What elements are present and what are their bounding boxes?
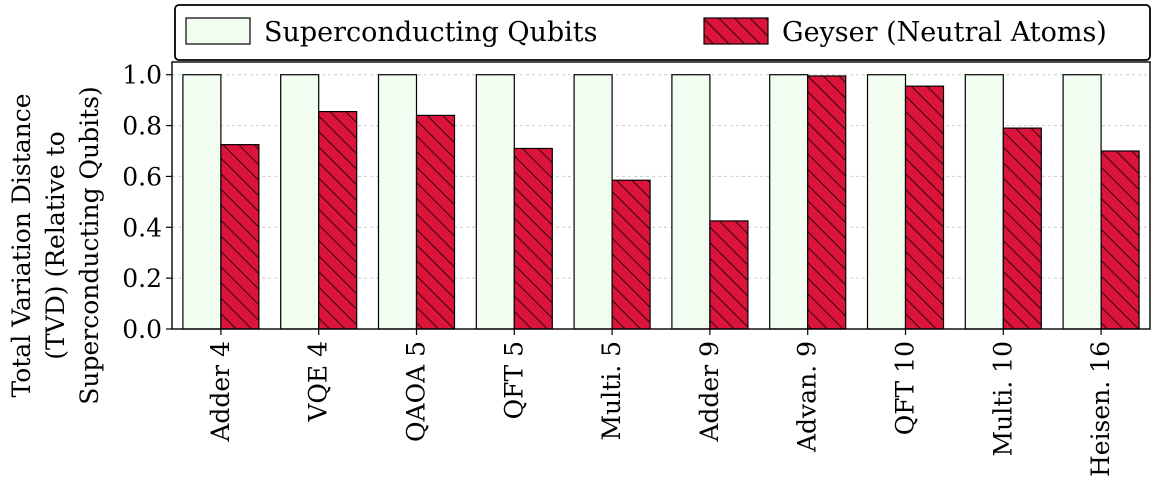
plot-frame bbox=[171, 61, 1151, 330]
bar-superconducting-8 bbox=[964, 74, 1004, 330]
y-axis-label: Superconducting Qubits) bbox=[75, 86, 104, 405]
bar-superconducting-3 bbox=[475, 74, 515, 330]
legend-label-1: Geyser (Neutral Atoms) bbox=[782, 17, 1107, 48]
y-tick-label: 0.8 bbox=[122, 112, 162, 141]
bar-geyser-1 bbox=[318, 110, 358, 330]
x-tick-label: QFT 5 bbox=[499, 341, 528, 419]
bar-superconducting-5 bbox=[671, 74, 711, 330]
y-tick-label: 0.2 bbox=[122, 264, 162, 293]
bar-geyser-8 bbox=[1002, 127, 1042, 330]
bar-geyser-3 bbox=[513, 147, 553, 330]
bar-geyser-4 bbox=[611, 179, 651, 330]
legend-label-0: Superconducting Qubits bbox=[264, 17, 598, 48]
bar-superconducting-4 bbox=[573, 74, 613, 330]
y-tick-label: 1.0 bbox=[122, 61, 162, 90]
y-tick-label: 0.6 bbox=[122, 162, 162, 191]
legend-swatch-0 bbox=[185, 17, 251, 45]
x-tick-label: QAOA 5 bbox=[402, 341, 431, 442]
x-tick-label: Multi. 5 bbox=[597, 341, 626, 441]
bar-superconducting-2 bbox=[377, 74, 418, 330]
bar-geyser-6 bbox=[807, 75, 847, 330]
bar-superconducting-1 bbox=[280, 74, 320, 330]
bar-superconducting-9 bbox=[1062, 74, 1102, 330]
bar-superconducting-7 bbox=[866, 74, 907, 330]
bar-geyser-5 bbox=[709, 220, 749, 330]
x-tick-label: Adder 4 bbox=[206, 341, 235, 443]
bar-superconducting-6 bbox=[769, 74, 809, 330]
y-axis-label: Total Variation Distance bbox=[7, 93, 36, 397]
x-tick-label: Heisen. 16 bbox=[1086, 341, 1115, 477]
bar-geyser-9 bbox=[1100, 150, 1140, 330]
legend-box bbox=[174, 4, 1151, 61]
x-tick-label: Advan. 9 bbox=[793, 341, 822, 453]
y-tick-label: 0.4 bbox=[122, 213, 162, 242]
y-tick-label: 0.0 bbox=[122, 315, 162, 344]
x-tick-label: Multi. 10 bbox=[988, 341, 1017, 456]
bar-geyser-0 bbox=[220, 144, 260, 330]
bar-geyser-2 bbox=[415, 114, 456, 330]
x-tick-label: Adder 9 bbox=[695, 341, 724, 443]
legend-swatch-1 bbox=[703, 17, 769, 45]
y-axis-label: (TVD) (Relative to bbox=[41, 131, 70, 360]
bar-superconducting-0 bbox=[182, 74, 222, 330]
x-tick-label: VQE 4 bbox=[304, 341, 333, 423]
bar-geyser-7 bbox=[904, 85, 945, 330]
x-tick-label: QFT 10 bbox=[891, 341, 920, 435]
